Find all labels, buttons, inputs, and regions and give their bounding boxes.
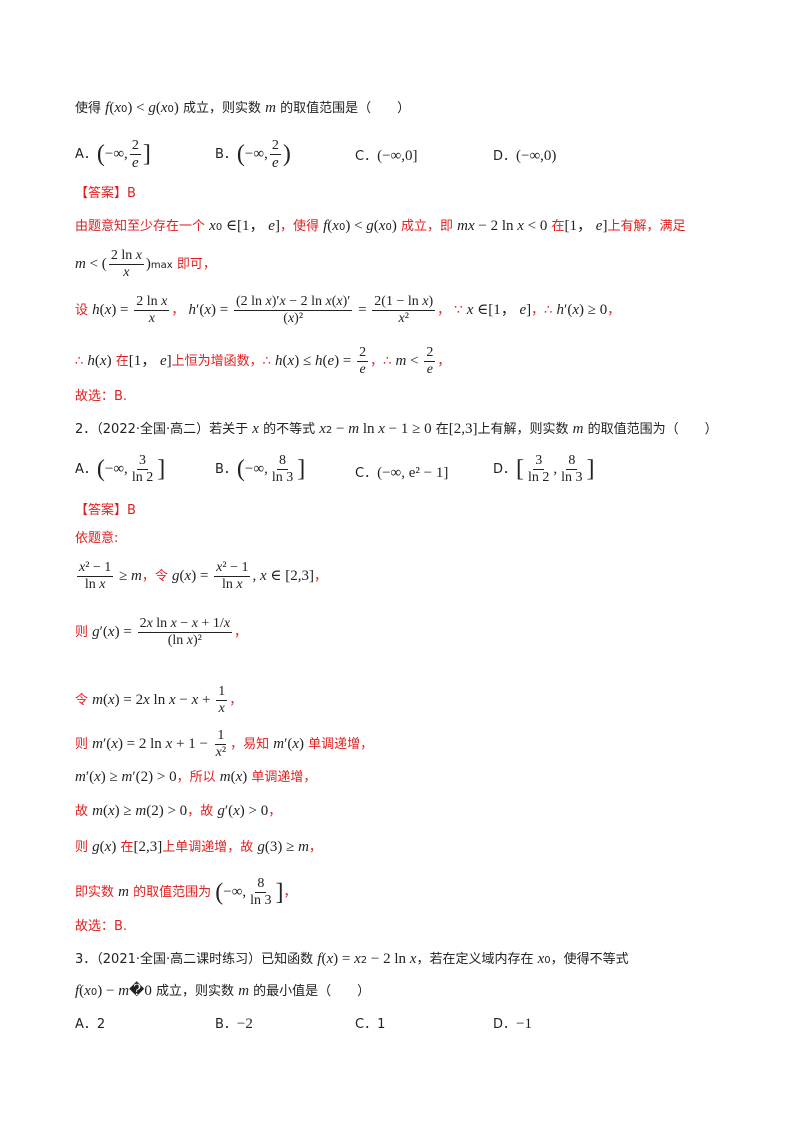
q2-stem: 2．（2022·全国·高二）若关于 x 的不等式 x2 − m ln x − 1… — [75, 421, 718, 437]
q1-solution-line-5: 故选：B. — [75, 389, 128, 404]
q3-stem-line-2: f(x0) − m�0 成立，则实数 m 的最小值是（ ） — [75, 983, 371, 999]
q3-option-b[interactable]: B．−2 — [215, 1016, 253, 1032]
q1-option-c[interactable]: C．(−∞,0] — [355, 148, 418, 164]
q2-solution-line-3: 则 g′(x) = 2x ln x − x + 1/x (ln x)²， — [75, 616, 248, 648]
q1-stem-tail: 使得 f(x0) < g(x0) 成立，则实数 m 的取值范围是（ ） — [75, 100, 411, 116]
q3-option-c[interactable]: C．1 — [355, 1017, 386, 1032]
q1-solution-line-2: m < (2 ln x x)max 即可， — [75, 248, 216, 280]
q1-solution-line-3: 设 h(x) = 2 ln x x， h′(x) = (2 ln x)′x − 2… — [75, 294, 621, 326]
q2-solution-line-4: 令 m(x) = 2x ln x − x + 1 x， — [75, 684, 243, 716]
q1-solution-line-4: ∴ h(x) 在[1， e]上恒为增函数，∴ h(x) ≤ h(e) = 2 e，… — [75, 345, 451, 377]
q1-option-a[interactable]: A．(−∞, 2 e] — [75, 138, 151, 171]
q2-option-b[interactable]: B．(−∞, 8 ln 3] — [215, 453, 306, 485]
q2-option-d[interactable]: D．[3 ln 2, 8 ln 3] — [493, 453, 595, 485]
q1-solution-line-1: 由题意知至少存在一个 x0 ∈[1， e]，使得 f(x0) < g(x0) 成… — [75, 218, 686, 234]
q2-solution-line-10: 故选：B. — [75, 919, 128, 934]
q2-option-c[interactable]: C．(−∞, e² − 1] — [355, 465, 449, 481]
q2-solution-line-2: x² − 1 ln x ≥ m，令 g(x) = x² − 1 ln x, x ∈ … — [77, 560, 328, 592]
q2-option-a[interactable]: A．(−∞, 3 ln 2] — [75, 453, 166, 485]
q2-solution-line-1: 依题意: — [75, 531, 119, 546]
q2-solution-line-7: 故 m(x) ≥ m(2) > 0，故 g′(x) > 0， — [75, 803, 282, 819]
q1-option-d[interactable]: D．(−∞,0) — [493, 148, 557, 164]
q1-option-b[interactable]: B．(−∞, 2 e) — [215, 138, 291, 171]
q3-option-a[interactable]: A．2 — [75, 1017, 106, 1032]
q2-solution-line-6: m′(x) ≥ m′(2) > 0，所以 m(x) 单调递增， — [75, 769, 317, 785]
q1-answer: 【答案】B — [75, 186, 136, 201]
q3-stem-line-1: 3．（2021·全国·高二课时练习）已知函数 f(x) = x2 − 2 ln … — [75, 951, 629, 967]
q2-solution-line-8: 则 g(x) 在[2,3]上单调递增，故 g(3) ≥ m， — [75, 839, 322, 855]
q3-option-d[interactable]: D．−1 — [493, 1016, 532, 1032]
q2-answer: 【答案】B — [75, 503, 136, 518]
q2-solution-line-5: 则 m′(x) = 2 ln x + 1 − 1 x² ，易知 m′(x) 单调递增… — [75, 728, 374, 760]
q2-solution-line-9: 即实数 m 的取值范围为 (−∞, 8 ln 3]， — [75, 876, 297, 908]
